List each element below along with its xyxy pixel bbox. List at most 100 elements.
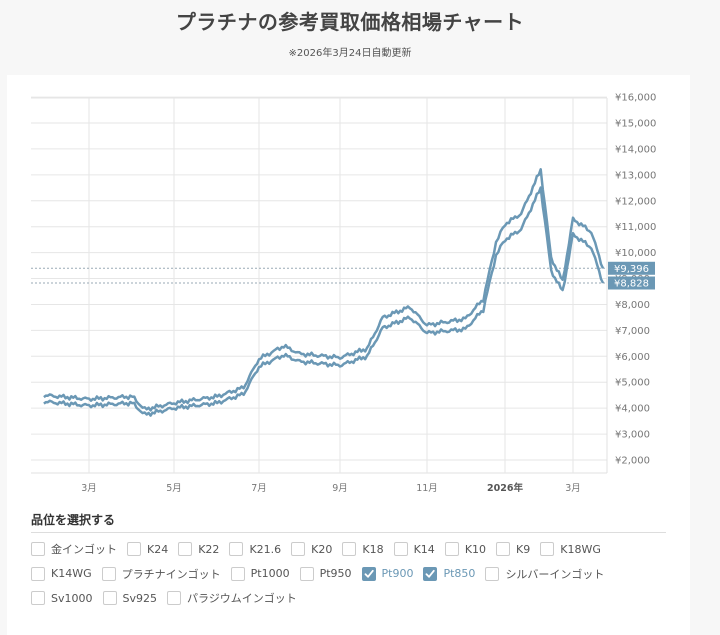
checkbox[interactable] xyxy=(299,566,314,581)
series-line-pt900 xyxy=(43,168,605,412)
grade-checkbox-pt850[interactable]: Pt850 xyxy=(423,566,476,581)
grade-checkbox-sv925[interactable]: Sv925 xyxy=(102,591,158,606)
x-tick-label: 3月 xyxy=(565,483,581,494)
x-tick-label: 5月 xyxy=(166,483,182,494)
grade-label: プラチナインゴット xyxy=(121,567,221,581)
grade-row: K14WG プラチナインゴット Pt1000 Pt950 Pt900 Pt850 シルバーイ… xyxy=(31,562,671,587)
y-tick-label: ¥4,000 xyxy=(615,404,650,415)
grade-label: Sv1000 xyxy=(51,591,93,605)
checkbox[interactable] xyxy=(229,542,244,557)
grade-label: K24 xyxy=(147,542,169,556)
checkbox[interactable] xyxy=(540,542,555,557)
current-price-guides xyxy=(31,267,607,284)
y-tick-label: ¥15,000 xyxy=(615,119,656,130)
grade-checkbox-k14wg[interactable]: K14WG xyxy=(31,566,92,581)
checkbox[interactable] xyxy=(485,566,500,581)
y-grid xyxy=(31,96,608,474)
checkbox[interactable] xyxy=(178,542,193,557)
y-tick-label: ¥14,000 xyxy=(615,144,656,155)
grade-checkbox-k24[interactable]: K24 xyxy=(127,542,169,557)
grade-checkbox-pt900[interactable]: Pt900 xyxy=(361,566,414,581)
current-price-tags: ¥9,396 ¥8,828 xyxy=(608,261,655,290)
y-tick-label: ¥5,000 xyxy=(615,378,650,389)
grade-checkbox-k20[interactable]: K20 xyxy=(291,542,333,557)
x-grid xyxy=(88,98,574,473)
checkmark-icon xyxy=(364,569,374,578)
checkbox[interactable] xyxy=(167,591,181,606)
grade-checkbox-パラジウムインゴット[interactable]: パラジウムインゴット xyxy=(167,590,297,606)
x-tick-label: 7月 xyxy=(251,483,267,494)
checkbox[interactable] xyxy=(393,542,408,557)
page-title: プラチナの参考買取価格相場チャート xyxy=(175,10,525,34)
checkbox[interactable] xyxy=(102,591,117,606)
x-tick-label: 11月 xyxy=(416,483,438,494)
checkbox[interactable] xyxy=(31,542,45,557)
checkbox[interactable] xyxy=(361,566,376,581)
checkbox[interactable] xyxy=(444,542,459,557)
checkbox[interactable] xyxy=(230,566,245,581)
checkbox[interactable] xyxy=(423,566,438,581)
y-tick-label: ¥13,000 xyxy=(615,170,656,181)
grade-label: パラジウムインゴット xyxy=(187,592,297,606)
price-tag xyxy=(608,261,655,275)
y-tick-label: ¥11,000 xyxy=(615,222,656,233)
y-axis-labels: ¥2,000 ¥3,000 ¥4,000 ¥5,000 ¥6,000 ¥7,000 ¥8,0… xyxy=(615,93,656,467)
grade-label: K20 xyxy=(311,542,333,556)
grade-label: 金インゴット xyxy=(51,543,117,557)
grade-label: Pt900 xyxy=(381,567,414,581)
grade-row: 金インゴット K24 K22 K21.6 K20 K18 K14 K10 K9 K18WG xyxy=(31,537,671,562)
y-tick-label: ¥8,000 xyxy=(615,300,650,311)
grade-selector-heading: 品位を選択する xyxy=(31,511,666,533)
grade-checkbox-pt1000[interactable]: Pt1000 xyxy=(230,566,290,581)
checkbox[interactable] xyxy=(496,542,511,557)
checkbox[interactable] xyxy=(342,542,357,557)
grade-label: K18WG xyxy=(560,542,601,556)
grade-label: K21.6 xyxy=(249,542,282,556)
price-tag-label: ¥9,396 xyxy=(614,264,649,275)
grade-checkbox-k18[interactable]: K18 xyxy=(342,542,384,557)
grade-label: Pt1000 xyxy=(250,567,290,581)
series-line-pt850 xyxy=(43,186,605,417)
price-tag xyxy=(608,276,655,290)
series-lines xyxy=(43,168,605,417)
grade-checkbox-k22[interactable]: K22 xyxy=(178,542,220,557)
x-tick-label: 9月 xyxy=(332,483,348,494)
grade-label: K10 xyxy=(464,542,487,556)
grade-label: Pt850 xyxy=(443,567,476,581)
price-chart[interactable]: ¥2,000 ¥3,000 ¥4,000 ¥5,000 ¥6,000 ¥7,000 ¥8,0… xyxy=(0,0,720,500)
y-tick-label: ¥6,000 xyxy=(615,352,650,363)
y-tick-label: ¥3,000 xyxy=(615,430,650,441)
grade-checkbox-pt950[interactable]: Pt950 xyxy=(299,566,352,581)
grade-checkbox-k10[interactable]: K10 xyxy=(444,542,487,557)
x-axis-labels: 3月 5月 7月 9月 11月 2026年 3月 xyxy=(81,482,581,494)
grade-selector: 金インゴット K24 K22 K21.6 K20 K18 K14 K10 K9 K18WG K14W… xyxy=(31,537,671,611)
checkbox[interactable] xyxy=(31,566,45,581)
checkbox[interactable] xyxy=(291,542,306,557)
checkbox[interactable] xyxy=(31,591,45,606)
y-tick-label: ¥12,000 xyxy=(615,196,656,207)
grade-label: Sv925 xyxy=(122,591,158,605)
y-tick-label: ¥16,000 xyxy=(615,93,656,104)
y-tick-label: ¥10,000 xyxy=(615,248,656,259)
grade-checkbox-k21-6[interactable]: K21.6 xyxy=(229,542,282,557)
grade-label: K14 xyxy=(413,542,435,556)
grade-checkbox-k18wg[interactable]: K18WG xyxy=(540,542,601,557)
checkbox[interactable] xyxy=(127,542,141,557)
grade-checkbox-k9[interactable]: K9 xyxy=(496,542,531,557)
grade-checkbox-プラチナインゴット[interactable]: プラチナインゴット xyxy=(101,566,221,582)
grade-checkbox-sv1000[interactable]: Sv1000 xyxy=(31,591,93,606)
grade-label: K9 xyxy=(516,542,531,556)
grade-label: Pt950 xyxy=(319,567,352,581)
update-note: ※2026年3月24日自動更新 xyxy=(288,48,412,59)
grade-label: K22 xyxy=(198,542,220,556)
grade-label: K14WG xyxy=(51,567,92,581)
x-tick-label: 2026年 xyxy=(487,482,523,494)
checkbox[interactable] xyxy=(101,566,116,581)
x-tick-label: 3月 xyxy=(81,483,97,494)
grade-checkbox-シルバーインゴット[interactable]: シルバーインゴット xyxy=(485,566,604,582)
y-tick-label: ¥7,000 xyxy=(615,326,650,337)
grade-checkbox-k14[interactable]: K14 xyxy=(393,542,435,557)
checkmark-icon xyxy=(426,569,436,578)
y-tick-label: ¥2,000 xyxy=(615,456,650,467)
grade-checkbox-金インゴット[interactable]: 金インゴット xyxy=(31,541,117,557)
